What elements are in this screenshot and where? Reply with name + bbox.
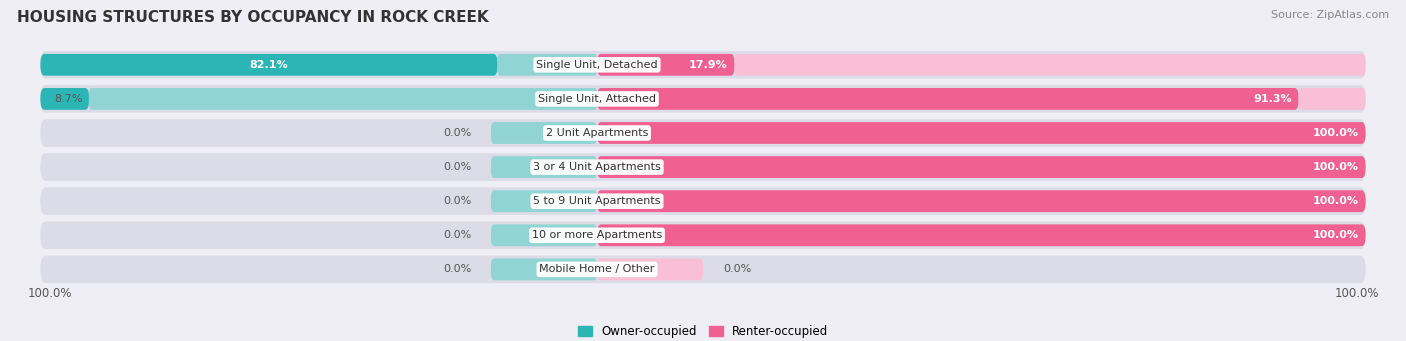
- Text: Single Unit, Detached: Single Unit, Detached: [536, 60, 658, 70]
- FancyBboxPatch shape: [491, 258, 598, 280]
- Text: Single Unit, Attached: Single Unit, Attached: [538, 94, 657, 104]
- Text: 0.0%: 0.0%: [723, 264, 751, 275]
- Text: HOUSING STRUCTURES BY OCCUPANCY IN ROCK CREEK: HOUSING STRUCTURES BY OCCUPANCY IN ROCK …: [17, 10, 488, 25]
- Text: 5 to 9 Unit Apartments: 5 to 9 Unit Apartments: [533, 196, 661, 206]
- FancyBboxPatch shape: [41, 153, 1365, 181]
- Text: 0.0%: 0.0%: [443, 196, 471, 206]
- Text: 10 or more Apartments: 10 or more Apartments: [531, 230, 662, 240]
- Text: 100.0%: 100.0%: [1334, 287, 1379, 300]
- Legend: Owner-occupied, Renter-occupied: Owner-occupied, Renter-occupied: [572, 321, 834, 341]
- Text: 0.0%: 0.0%: [443, 230, 471, 240]
- Text: 100.0%: 100.0%: [1313, 128, 1358, 138]
- Text: 100.0%: 100.0%: [1313, 230, 1358, 240]
- FancyBboxPatch shape: [598, 156, 1365, 178]
- Text: 100.0%: 100.0%: [1313, 196, 1358, 206]
- Text: 100.0%: 100.0%: [1313, 162, 1358, 172]
- Text: 17.9%: 17.9%: [689, 60, 728, 70]
- Text: 0.0%: 0.0%: [443, 264, 471, 275]
- FancyBboxPatch shape: [491, 156, 598, 178]
- FancyBboxPatch shape: [498, 54, 598, 76]
- FancyBboxPatch shape: [41, 256, 1365, 283]
- FancyBboxPatch shape: [1299, 88, 1365, 110]
- Text: 91.3%: 91.3%: [1253, 94, 1292, 104]
- Text: 0.0%: 0.0%: [443, 162, 471, 172]
- Text: 2 Unit Apartments: 2 Unit Apartments: [546, 128, 648, 138]
- FancyBboxPatch shape: [41, 222, 1365, 249]
- Text: 82.1%: 82.1%: [250, 60, 288, 70]
- FancyBboxPatch shape: [598, 258, 703, 280]
- FancyBboxPatch shape: [491, 224, 598, 246]
- FancyBboxPatch shape: [598, 54, 735, 76]
- Text: 3 or 4 Unit Apartments: 3 or 4 Unit Apartments: [533, 162, 661, 172]
- FancyBboxPatch shape: [41, 85, 1365, 113]
- Text: Mobile Home / Other: Mobile Home / Other: [540, 264, 655, 275]
- FancyBboxPatch shape: [491, 122, 598, 144]
- FancyBboxPatch shape: [41, 188, 1365, 215]
- FancyBboxPatch shape: [598, 224, 1365, 246]
- FancyBboxPatch shape: [41, 51, 1365, 79]
- FancyBboxPatch shape: [89, 88, 598, 110]
- FancyBboxPatch shape: [41, 119, 1365, 147]
- FancyBboxPatch shape: [598, 88, 1299, 110]
- Text: 100.0%: 100.0%: [27, 287, 72, 300]
- Text: Source: ZipAtlas.com: Source: ZipAtlas.com: [1271, 10, 1389, 20]
- FancyBboxPatch shape: [41, 88, 89, 110]
- Text: 0.0%: 0.0%: [443, 128, 471, 138]
- FancyBboxPatch shape: [41, 54, 498, 76]
- FancyBboxPatch shape: [598, 190, 1365, 212]
- FancyBboxPatch shape: [598, 122, 1365, 144]
- FancyBboxPatch shape: [491, 190, 598, 212]
- FancyBboxPatch shape: [734, 54, 1365, 76]
- Text: 8.7%: 8.7%: [53, 94, 83, 104]
